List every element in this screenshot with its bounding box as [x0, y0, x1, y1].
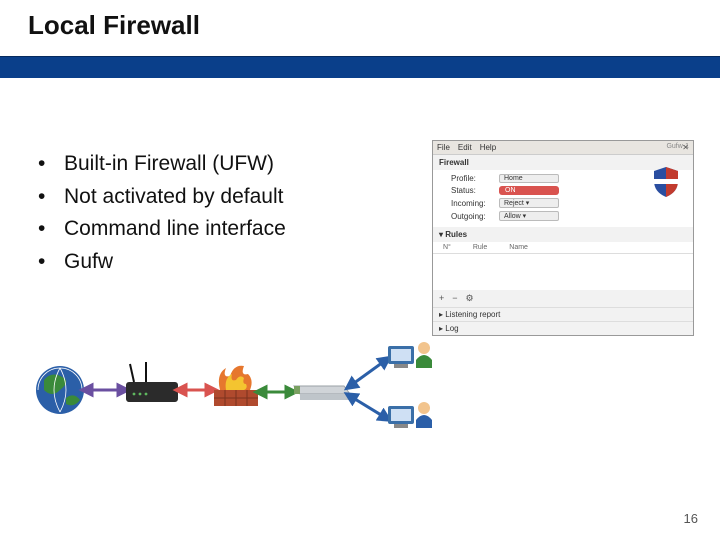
status-label: Status: [451, 186, 499, 195]
firewall-icon [214, 366, 258, 406]
section-listening[interactable]: ▸ Listening report [433, 307, 693, 321]
globe-icon [36, 366, 84, 414]
incoming-label: Incoming: [451, 199, 499, 208]
rule-edit-button[interactable]: ⚙ [466, 293, 474, 304]
title-underline-bar [0, 56, 720, 78]
profile-label: Profile: [451, 174, 499, 183]
rules-list [433, 254, 693, 290]
switch-icon [294, 386, 350, 400]
menu-help[interactable]: Help [480, 143, 496, 152]
profile-dropdown[interactable]: Home [499, 174, 559, 183]
router-icon [126, 362, 178, 402]
gufw-menubar: File Edit Help Gufw-1 [433, 141, 693, 155]
menu-file[interactable]: File [437, 143, 450, 152]
outgoing-label: Outgoing: [451, 212, 499, 221]
workstation-icon [388, 402, 432, 428]
rule-add-button[interactable]: + [439, 293, 444, 304]
close-icon[interactable]: ✕ [682, 143, 689, 152]
col-num: N° [443, 244, 451, 251]
col-name: Name [509, 244, 528, 251]
rule-remove-button[interactable]: − [452, 293, 457, 304]
gufw-window: File Edit Help Gufw-1 ✕ Firewall Profile… [432, 140, 694, 336]
link-arrow [350, 396, 386, 418]
page-number: 16 [684, 511, 698, 526]
rules-header: N° Rule Name [433, 242, 693, 254]
menu-edit[interactable]: Edit [458, 143, 472, 152]
shield-icon [651, 165, 681, 199]
workstation-icon [388, 342, 432, 368]
slide-title: Local Firewall [28, 10, 720, 41]
section-rules[interactable]: ▾ Rules [433, 227, 693, 242]
col-rule: Rule [473, 244, 487, 251]
outgoing-dropdown[interactable]: Allow ▾ [499, 211, 559, 221]
incoming-dropdown[interactable]: Reject ▾ [499, 198, 559, 208]
link-arrow [350, 360, 386, 386]
status-toggle[interactable]: ON [499, 186, 559, 195]
section-log[interactable]: ▸ Log [433, 321, 693, 335]
network-diagram [30, 320, 450, 440]
